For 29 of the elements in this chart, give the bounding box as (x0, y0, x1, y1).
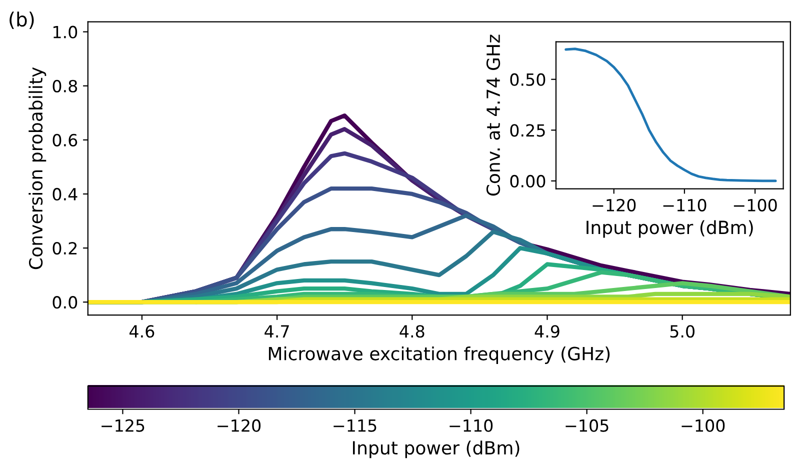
y-axis-title: Conv. at 4.74 GHz (486, 34, 500, 196)
y-tick-label: 0.0 (52, 296, 78, 309)
y-tick-label: 0.2 (52, 242, 77, 255)
y-tick-label: 0.00 (510, 174, 546, 188)
color-bar-label: −125 (102, 419, 144, 432)
color-bar-label: −110 (450, 419, 493, 432)
text: (b) (10, 12, 34, 29)
y-tick-label: 0.6 (52, 134, 78, 146)
x-axis-title: Microwave excitation frequency (GHz) (268, 346, 610, 364)
x-tick-label: −110 (663, 198, 706, 212)
color-bar-label: −105 (566, 419, 608, 432)
x-tick-label: −120 (592, 198, 636, 212)
y-tick-label: 0.50 (510, 73, 546, 86)
x-tick-label: −100 (734, 198, 777, 212)
x-tick-label: 4.7 (264, 325, 289, 338)
color-bar-title: Input power (dBm) (352, 440, 520, 458)
y-tick-label: 1.0 (54, 26, 78, 38)
y-tick-label: 0.25 (510, 124, 545, 137)
x-axis-title: Input power (dBm) (586, 220, 753, 238)
y-tick-label: 0.8 (52, 80, 78, 92)
x-tick-label: 4.8 (400, 325, 424, 338)
y-tick-label: 0.4 (52, 188, 78, 201)
x-tick-label: 5.0 (670, 325, 694, 338)
x-tick-label: 4.9 (534, 325, 560, 338)
color-bar-label: −120 (218, 419, 261, 432)
x-tick-label: 4.6 (130, 325, 154, 338)
color-bar-label: −115 (334, 419, 376, 432)
y-axis-title: Conversion probability (28, 67, 46, 270)
color-bar-label: −100 (682, 419, 725, 432)
